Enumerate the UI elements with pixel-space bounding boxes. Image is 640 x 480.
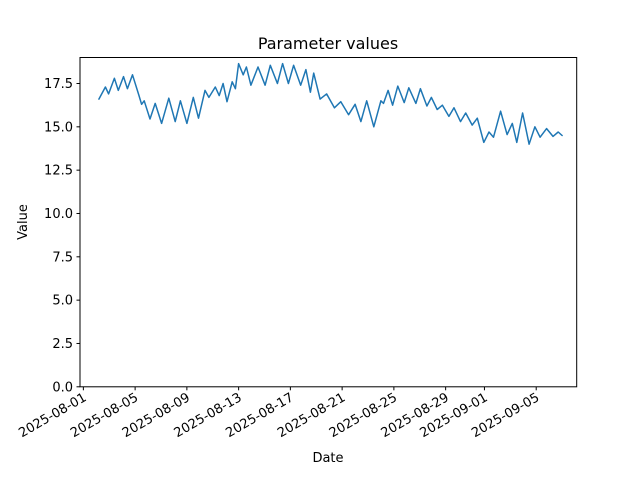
y-tick-label: 12.5 — [44, 164, 73, 179]
y-tick-label: 7.5 — [52, 250, 73, 265]
y-tick-label: 0.0 — [52, 380, 73, 395]
plot-area: 0.02.55.07.510.012.515.017.52025-08-0120… — [16, 57, 578, 441]
y-tick-label: 15.0 — [44, 120, 73, 135]
y-tick-label: 10.0 — [44, 207, 73, 222]
axes-frame — [79, 57, 578, 388]
y-tick-label: 5.0 — [52, 294, 73, 309]
y-tick-label: 2.5 — [52, 337, 73, 352]
data-line-parameter-values — [98, 62, 563, 145]
y-tick-label: 17.5 — [44, 77, 73, 92]
chart-title: Parameter values — [258, 34, 398, 53]
y-axis-label: Value — [16, 204, 31, 240]
x-axis-label: Date — [312, 451, 343, 466]
